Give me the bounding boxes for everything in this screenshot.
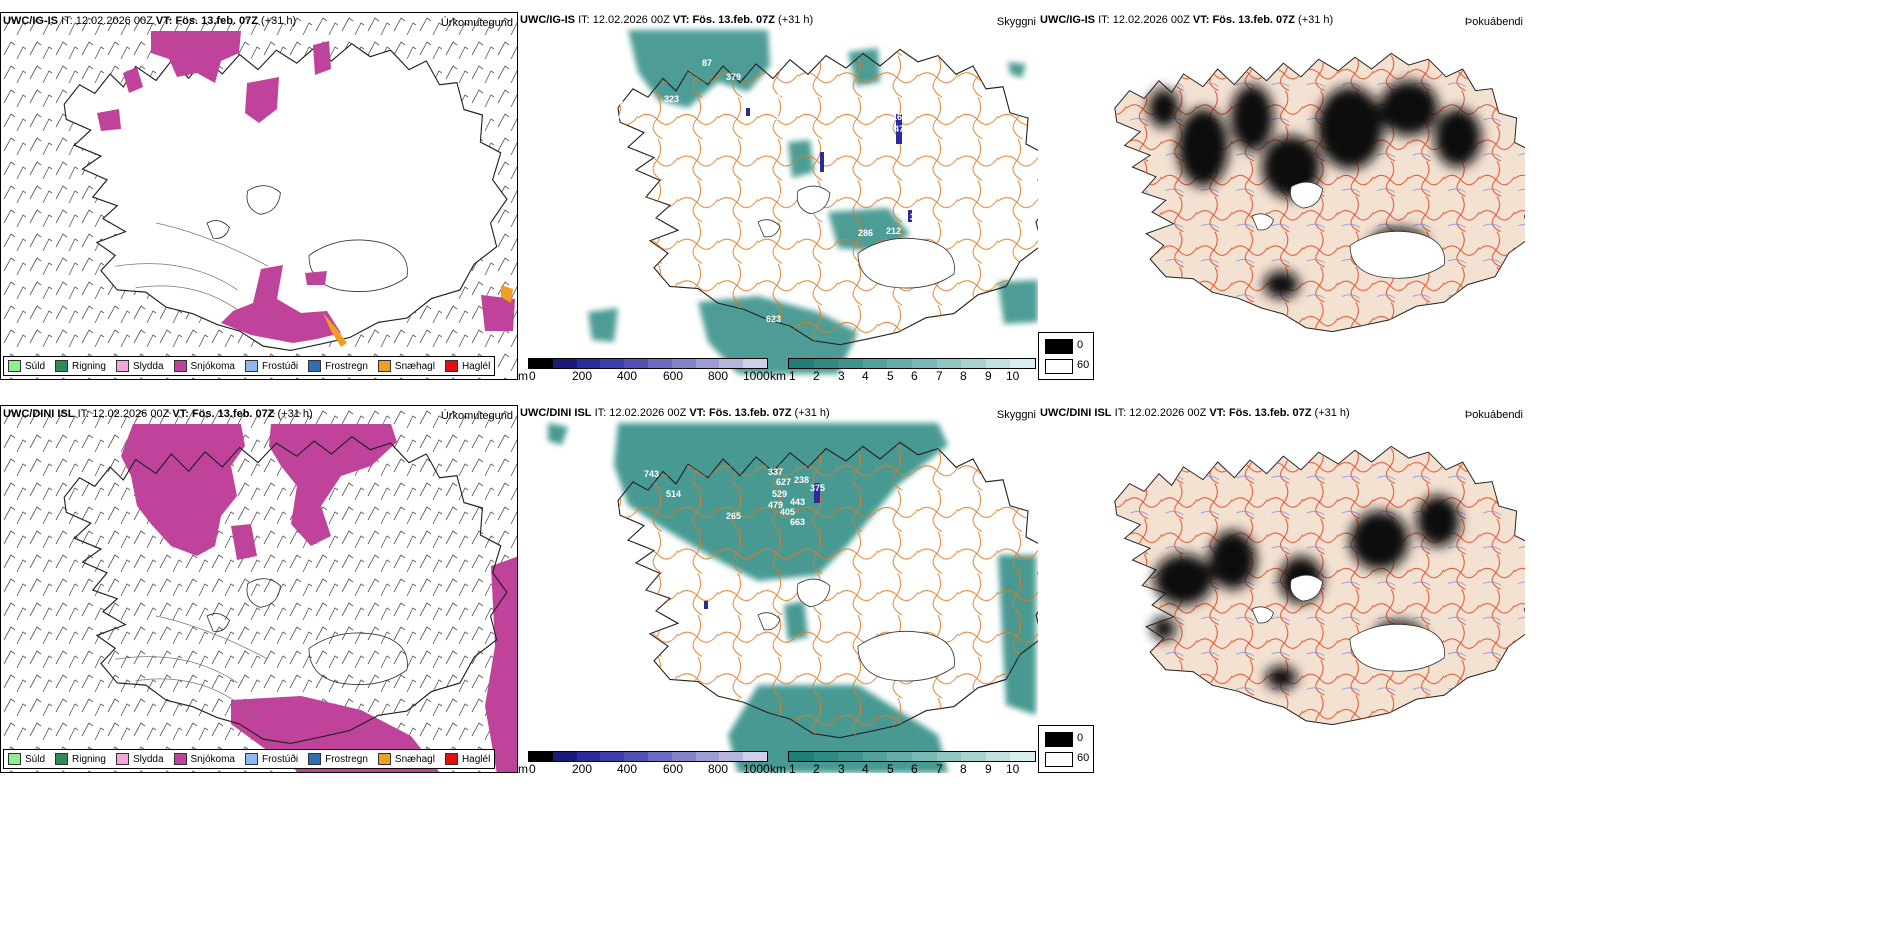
fog-index-map-dini: UWC/DINI ISL IT: 12.02.2026 00Z VT: Fös.… <box>1038 405 1525 725</box>
visibility-map-canvas: 370 323 524 87 379 312 420 523 74 169 47… <box>588 30 1038 374</box>
height-colorbar: m 0 200 400 600 800 1000 <box>518 358 770 380</box>
legend-item-drizzle: Súld <box>8 360 45 372</box>
svg-text:74: 74 <box>790 108 800 118</box>
precip-type-map-dini: UWC/DINI ISL IT: 12.02.2026 00Z VT: Fös.… <box>0 405 518 773</box>
legend-item-snow: Snjókoma <box>173 753 235 765</box>
svg-text:286: 286 <box>858 228 873 238</box>
legend-item-hail: Haglél <box>444 753 490 765</box>
visibility-map-canvas: 743 514 265 337 627 238 529 479 443 405 … <box>548 423 1038 773</box>
svg-text:311: 311 <box>910 212 925 222</box>
svg-text:375: 375 <box>810 483 825 493</box>
svg-text:265: 265 <box>726 511 741 521</box>
svg-text:623: 623 <box>766 314 781 324</box>
svg-text:529: 529 <box>772 489 787 499</box>
legend-item-freezing-drizzle: Frostúði <box>244 753 298 765</box>
legend-item-sleet: Slydda <box>115 360 164 372</box>
ceiling-height-dots <box>746 108 912 222</box>
svg-text:47: 47 <box>894 124 904 134</box>
svg-text:238: 238 <box>794 475 809 485</box>
fog-map-canvas <box>1114 445 1525 725</box>
svg-text:212: 212 <box>886 226 901 236</box>
parameter-title: Úrkomutegund <box>440 17 513 29</box>
svg-text:323: 323 <box>664 94 679 104</box>
svg-text:405: 405 <box>780 507 795 517</box>
legend-item-drizzle: Súld <box>8 753 45 765</box>
legend-item-freezing-rain: Frostregn <box>308 753 368 765</box>
legend-item-freezing-drizzle: Frostúði <box>244 360 298 372</box>
fog-index-map-igis: UWC/IG-IS IT: 12.02.2026 00Z VT: Fös. 13… <box>1038 12 1525 332</box>
panel-header: UWC/IG-IS IT: 12.02.2026 00Z VT: Fös. 13… <box>520 14 814 26</box>
svg-text:627: 627 <box>776 477 791 487</box>
iceland-outline <box>617 48 1038 346</box>
fog-index-legend: 0 60 <box>1038 725 1094 773</box>
svg-text:420: 420 <box>776 92 791 102</box>
ceiling-height-dots <box>704 483 820 609</box>
parameter-title: Þokuábendi <box>1464 16 1523 28</box>
panel-header: UWC/DINI ISL IT: 12.02.2026 00Z VT: Fös.… <box>1040 407 1350 419</box>
svg-text:443: 443 <box>790 497 805 507</box>
visibility-colorbar: km 1 2 3 4 5 6 7 8 9 10 <box>770 358 1036 380</box>
visibility-map-igis: UWC/IG-IS IT: 12.02.2026 00Z VT: Fös. 13… <box>518 12 1038 380</box>
svg-text:479: 479 <box>768 500 783 510</box>
parameter-title: Þokuábendi <box>1464 409 1523 421</box>
iceland-outline <box>63 436 508 745</box>
visibility-map-dini: UWC/DINI ISL IT: 12.02.2026 00Z VT: Fös.… <box>518 405 1038 773</box>
parameter-title: Úrkomutegund <box>440 410 513 422</box>
legend-item-sleet: Slydda <box>115 753 164 765</box>
parameter-title: Skyggni <box>996 16 1036 28</box>
height-value-labels: 743 514 265 337 627 238 529 479 443 405 … <box>644 467 825 527</box>
svg-text:87: 87 <box>702 58 712 68</box>
precip-map-canvas <box>1 13 517 379</box>
svg-text:514: 514 <box>666 489 681 499</box>
svg-text:663: 663 <box>790 517 805 527</box>
legend-item-snow-pellets: Snæhagl <box>377 753 435 765</box>
legend-item-hail: Haglél <box>444 360 490 372</box>
precip-type-legend: Súld Rigning Slydda Snjókoma Frostúði Fr… <box>3 749 496 769</box>
legend-item-freezing-rain: Frostregn <box>308 360 368 372</box>
legend-item-snow-pellets: Snæhagl <box>377 360 435 372</box>
svg-text:523: 523 <box>774 112 789 122</box>
svg-text:743: 743 <box>644 469 659 479</box>
legend-item-rain: Rigning <box>55 360 106 372</box>
precip-type-map-igis: UWC/IG-IS IT: 12.02.2026 00Z VT: Fös. 13… <box>0 12 518 380</box>
panel-header: UWC/DINI ISL IT: 12.02.2026 00Z VT: Fös.… <box>3 408 313 420</box>
height-value-labels: 370 323 524 87 379 312 420 523 74 169 47… <box>608 58 925 324</box>
fog-map-canvas <box>1114 52 1525 332</box>
svg-text:379: 379 <box>726 72 741 82</box>
panel-header: UWC/IG-IS IT: 12.02.2026 00Z VT: Fös. 13… <box>3 15 297 27</box>
height-colorbar: m 0 200 400 600 800 1000 <box>518 751 770 773</box>
svg-text:337: 337 <box>768 467 783 477</box>
precip-type-legend: Súld Rigning Slydda Snjókoma Frostúði Fr… <box>3 356 496 376</box>
legend-item-snow: Snjókoma <box>173 360 235 372</box>
svg-text:312: 312 <box>762 96 777 106</box>
svg-text:370: 370 <box>610 100 625 110</box>
fog-index-legend: 0 60 <box>1038 332 1094 380</box>
precip-map-canvas <box>1 406 517 772</box>
snow-pellet-area <box>323 313 347 347</box>
panel-header: UWC/DINI ISL IT: 12.02.2026 00Z VT: Fös.… <box>520 407 830 419</box>
svg-text:172: 172 <box>774 192 789 202</box>
panel-header: UWC/IG-IS IT: 12.02.2026 00Z VT: Fös. 13… <box>1040 14 1334 26</box>
legend-item-rain: Rigning <box>55 753 106 765</box>
svg-text:524: 524 <box>608 112 623 122</box>
snow-areas <box>97 31 515 343</box>
parameter-title: Skyggni <box>996 409 1036 421</box>
visibility-colorbar: km 1 2 3 4 5 6 7 8 9 10 <box>770 751 1036 773</box>
iceland-outline <box>617 441 1038 739</box>
svg-text:169: 169 <box>892 112 907 122</box>
